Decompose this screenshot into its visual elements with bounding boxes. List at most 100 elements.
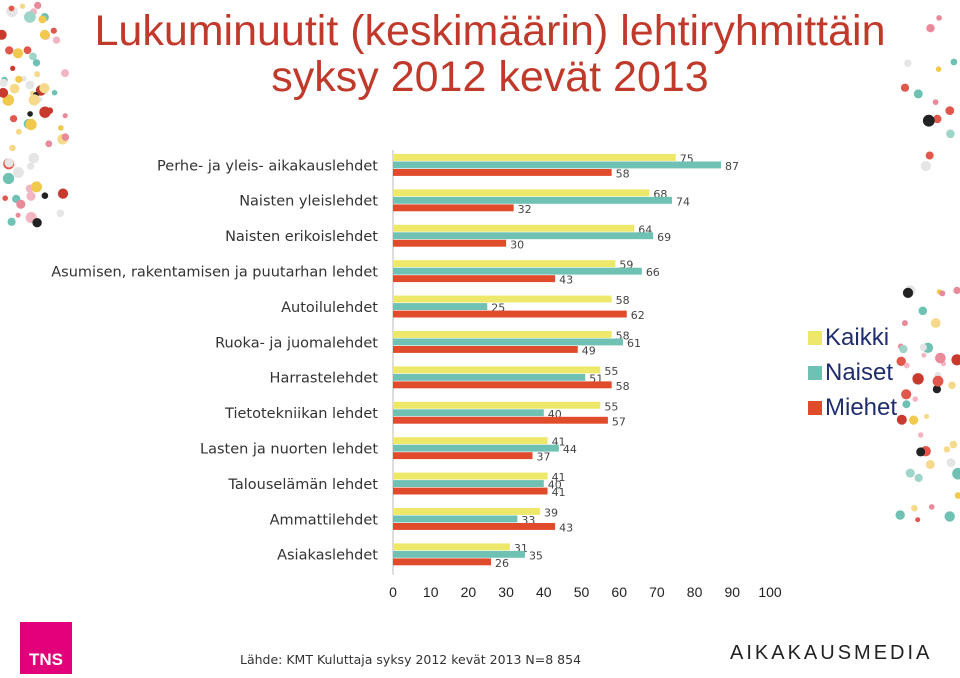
bar-kaikki bbox=[393, 154, 676, 161]
category-label: Naisten erikoislehdet bbox=[225, 229, 378, 245]
bar-miehet bbox=[393, 310, 627, 318]
confetti-dot bbox=[0, 29, 7, 40]
confetti-dot bbox=[951, 354, 960, 366]
data-label: 87 bbox=[725, 160, 739, 173]
bar-naiset bbox=[393, 515, 518, 523]
confetti-dot bbox=[913, 89, 923, 99]
confetti-dot bbox=[25, 80, 35, 90]
confetti-dot bbox=[58, 125, 64, 131]
confetti-dot bbox=[903, 362, 910, 369]
confetti-dot bbox=[912, 396, 918, 402]
data-label: 49 bbox=[582, 345, 596, 358]
x-tick-label: 10 bbox=[423, 584, 439, 600]
x-tick-label: 20 bbox=[461, 584, 477, 600]
x-tick-label: 90 bbox=[725, 584, 741, 600]
confetti-dot bbox=[922, 114, 935, 127]
bar-naiset bbox=[393, 444, 559, 452]
bar-naiset bbox=[393, 480, 544, 487]
legend-swatch-miehet bbox=[808, 401, 822, 415]
confetti-dot bbox=[39, 29, 50, 40]
data-label: 55 bbox=[604, 365, 618, 378]
bar-miehet bbox=[393, 275, 556, 283]
confetti-dot bbox=[15, 212, 21, 218]
confetti-dot bbox=[46, 107, 54, 114]
bar-naiset bbox=[393, 232, 654, 240]
data-label: 69 bbox=[657, 231, 671, 244]
confetti-dot bbox=[935, 66, 942, 72]
confetti-dot bbox=[928, 504, 935, 510]
bar-kaikki bbox=[393, 295, 612, 303]
confetti-dot bbox=[901, 320, 908, 327]
confetti-dot bbox=[32, 59, 41, 67]
confetti-dot bbox=[27, 162, 35, 170]
confetti-dot bbox=[15, 75, 23, 83]
confetti-dot bbox=[2, 172, 15, 185]
bar-miehet bbox=[393, 558, 492, 566]
confetti-dot bbox=[12, 48, 24, 59]
x-tick-label: 30 bbox=[498, 584, 514, 600]
legend-swatch-naiset bbox=[808, 366, 822, 380]
bar-naiset bbox=[393, 161, 721, 169]
category-label: Perhe- ja yleis- aikakauslehdet bbox=[157, 158, 378, 174]
confetti-dot bbox=[41, 192, 49, 199]
x-tick-label: 100 bbox=[758, 584, 782, 600]
confetti-dot bbox=[935, 352, 946, 364]
category-label: Lasten ja nuorten lehdet bbox=[200, 441, 378, 457]
data-label: 66 bbox=[646, 266, 660, 279]
category-label: Ammattilehdet bbox=[270, 512, 379, 528]
confetti-dot bbox=[0, 87, 9, 98]
bar-naiset bbox=[393, 196, 672, 204]
confetti-dot bbox=[920, 160, 931, 172]
confetti-dot bbox=[61, 69, 69, 78]
bar-naiset bbox=[393, 373, 586, 381]
confetti-dot bbox=[939, 290, 946, 297]
bar-naiset bbox=[393, 267, 642, 275]
legend-label-naiset: Naiset bbox=[825, 359, 894, 386]
bar-kaikki bbox=[393, 401, 601, 409]
category-label: Naisten yleislehdet bbox=[239, 194, 378, 210]
confetti-dot bbox=[32, 218, 42, 228]
category-label: Harrastelehdet bbox=[270, 371, 379, 387]
bar-miehet bbox=[393, 346, 578, 353]
confetti-dot bbox=[917, 432, 924, 438]
confetti-dot bbox=[10, 65, 16, 71]
x-tick-label: 80 bbox=[687, 584, 703, 600]
confetti-dot bbox=[896, 356, 906, 366]
confetti-dot bbox=[921, 352, 927, 358]
confetti-dot bbox=[5, 46, 14, 55]
confetti-dot bbox=[925, 460, 935, 469]
confetti-dot bbox=[45, 140, 53, 148]
legend-label-miehet: Miehet bbox=[825, 394, 898, 421]
data-label: 30 bbox=[510, 238, 524, 251]
confetti-dot bbox=[916, 447, 926, 457]
confetti-dot bbox=[21, 76, 27, 82]
confetti-dot bbox=[909, 415, 919, 425]
bar-kaikki bbox=[393, 224, 635, 232]
data-label: 35 bbox=[529, 549, 543, 562]
confetti-dot bbox=[932, 385, 942, 394]
confetti-dot bbox=[919, 343, 927, 351]
confetti-dot bbox=[2, 195, 9, 201]
confetti-dot bbox=[61, 133, 70, 141]
tns-logo: TNS bbox=[20, 622, 72, 674]
data-label: 58 bbox=[616, 294, 630, 307]
bar-miehet bbox=[393, 523, 556, 530]
x-tick-label: 50 bbox=[574, 584, 590, 600]
confetti-dot bbox=[911, 504, 918, 512]
confetti-dot bbox=[901, 389, 912, 400]
bar-kaikki bbox=[393, 331, 612, 338]
x-tick-label: 40 bbox=[536, 584, 552, 600]
confetti-dot bbox=[52, 36, 61, 44]
bar-kaikki bbox=[393, 260, 616, 268]
confetti-dot bbox=[948, 381, 956, 390]
confetti-dot bbox=[896, 414, 907, 425]
confetti-dot bbox=[905, 468, 915, 478]
confetti-dot bbox=[28, 94, 40, 106]
confetti-dot bbox=[950, 58, 958, 66]
data-label: 61 bbox=[627, 337, 641, 350]
bar-miehet bbox=[393, 204, 514, 212]
data-label: 55 bbox=[604, 400, 618, 413]
bar-miehet bbox=[393, 487, 548, 495]
confetti-dot bbox=[51, 89, 58, 96]
